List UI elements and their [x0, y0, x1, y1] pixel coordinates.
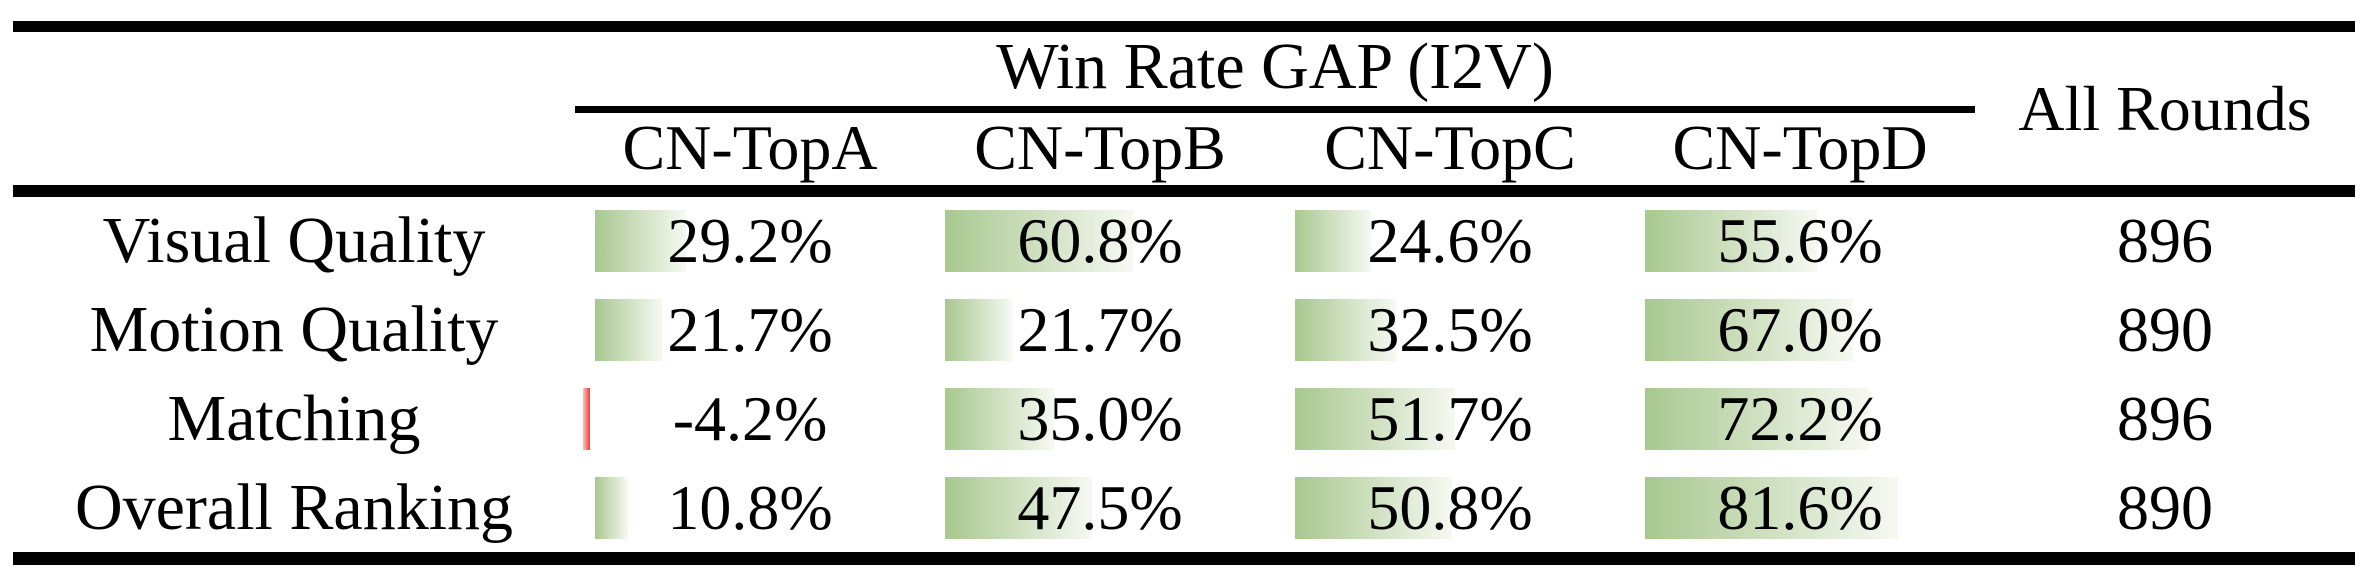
- data-bar: [945, 299, 1012, 362]
- data-cell: 55.6%: [1625, 197, 1975, 286]
- percent-value: 35.0%: [1017, 382, 1183, 454]
- data-bar: [1295, 476, 1452, 539]
- data-bar: [1645, 476, 1898, 539]
- data-cell: 24.6%: [1275, 197, 1625, 286]
- data-cell: 32.5%: [1275, 286, 1625, 375]
- all-rounds-value: 896: [2117, 382, 2213, 454]
- percent-value: 29.2%: [667, 205, 833, 277]
- data-bar: [1645, 299, 1853, 362]
- data-bar: [945, 476, 1092, 539]
- data-bar: [1295, 387, 1455, 450]
- data-cell: 60.8%: [925, 197, 1275, 286]
- data-cell: -4.2%: [575, 375, 925, 464]
- data-bar: [1645, 210, 1817, 273]
- row-label: Visual Quality: [102, 204, 486, 278]
- data-cell: 21.7%: [575, 286, 925, 375]
- header-bottom-rule: [13, 185, 2355, 197]
- column-header-cn-topb: CN-TopB: [974, 111, 1226, 183]
- data-bar: [1645, 387, 1869, 450]
- column-header-cn-topd: CN-TopD: [1672, 111, 1928, 183]
- data-cell: 47.5%: [925, 463, 1275, 552]
- data-cell: 10.8%: [575, 463, 925, 552]
- data-bar: [595, 476, 628, 539]
- percent-value: 32.5%: [1367, 294, 1533, 366]
- data-cell: 81.6%: [1625, 463, 1975, 552]
- data-bar: [945, 387, 1054, 450]
- table-title: Win Rate GAP (I2V): [996, 30, 1554, 103]
- all-rounds-value: 890: [2117, 294, 2213, 366]
- percent-value: 10.8%: [667, 471, 833, 543]
- column-header-cn-topa: CN-TopA: [622, 111, 878, 183]
- table-row: Motion Quality 21.7% 21.7% 32.5% 67.0% 8…: [13, 286, 2355, 375]
- data-bar: [1295, 299, 1396, 362]
- row-label: Matching: [167, 381, 421, 455]
- percent-value: 47.5%: [1017, 471, 1183, 543]
- bottom-rule: [13, 552, 2355, 565]
- data-bar: [1295, 210, 1371, 273]
- all-rounds-header: All Rounds: [2018, 72, 2312, 144]
- percent-value: 24.6%: [1367, 205, 1533, 277]
- data-cell: 29.2%: [575, 197, 925, 286]
- header-group-rule: [575, 106, 1975, 113]
- percent-value: 81.6%: [1717, 471, 1883, 543]
- data-cell: 50.8%: [1275, 463, 1625, 552]
- data-cell: 67.0%: [1625, 286, 1975, 375]
- percent-value: 51.7%: [1367, 382, 1533, 454]
- percent-value: 55.6%: [1717, 205, 1883, 277]
- all-rounds-value: 890: [2117, 471, 2213, 543]
- percent-value: 21.7%: [1017, 294, 1183, 366]
- percent-value: 67.0%: [1717, 294, 1883, 366]
- percent-value: 21.7%: [667, 294, 833, 366]
- data-cell: 72.2%: [1625, 375, 1975, 464]
- top-rule: [13, 21, 2355, 32]
- percent-value: 50.8%: [1367, 471, 1533, 543]
- percent-value: 72.2%: [1717, 382, 1883, 454]
- all-rounds-value: 896: [2117, 205, 2213, 277]
- data-cell: 21.7%: [925, 286, 1275, 375]
- row-label: Overall Ranking: [74, 470, 514, 544]
- table-row: Matching -4.2% 35.0% 51.7% 72.2% 896: [13, 375, 2355, 464]
- column-header-cn-topc: CN-TopC: [1324, 111, 1576, 183]
- table-row: Overall Ranking 10.8% 47.5% 50.8% 81.6% …: [13, 463, 2355, 552]
- data-cell: 35.0%: [925, 375, 1275, 464]
- data-bar: [945, 210, 1133, 273]
- data-cell: 51.7%: [1275, 375, 1625, 464]
- row-label: Motion Quality: [89, 293, 499, 367]
- table-body: Visual Quality 29.2% 60.8% 24.6% 55.6% 8…: [13, 197, 2355, 552]
- data-bar: [595, 210, 686, 273]
- table-row: Visual Quality 29.2% 60.8% 24.6% 55.6% 8…: [13, 197, 2355, 286]
- data-bar: [583, 387, 590, 450]
- percent-value: 60.8%: [1017, 205, 1183, 277]
- percent-value: -4.2%: [672, 382, 828, 454]
- data-bar: [595, 299, 662, 362]
